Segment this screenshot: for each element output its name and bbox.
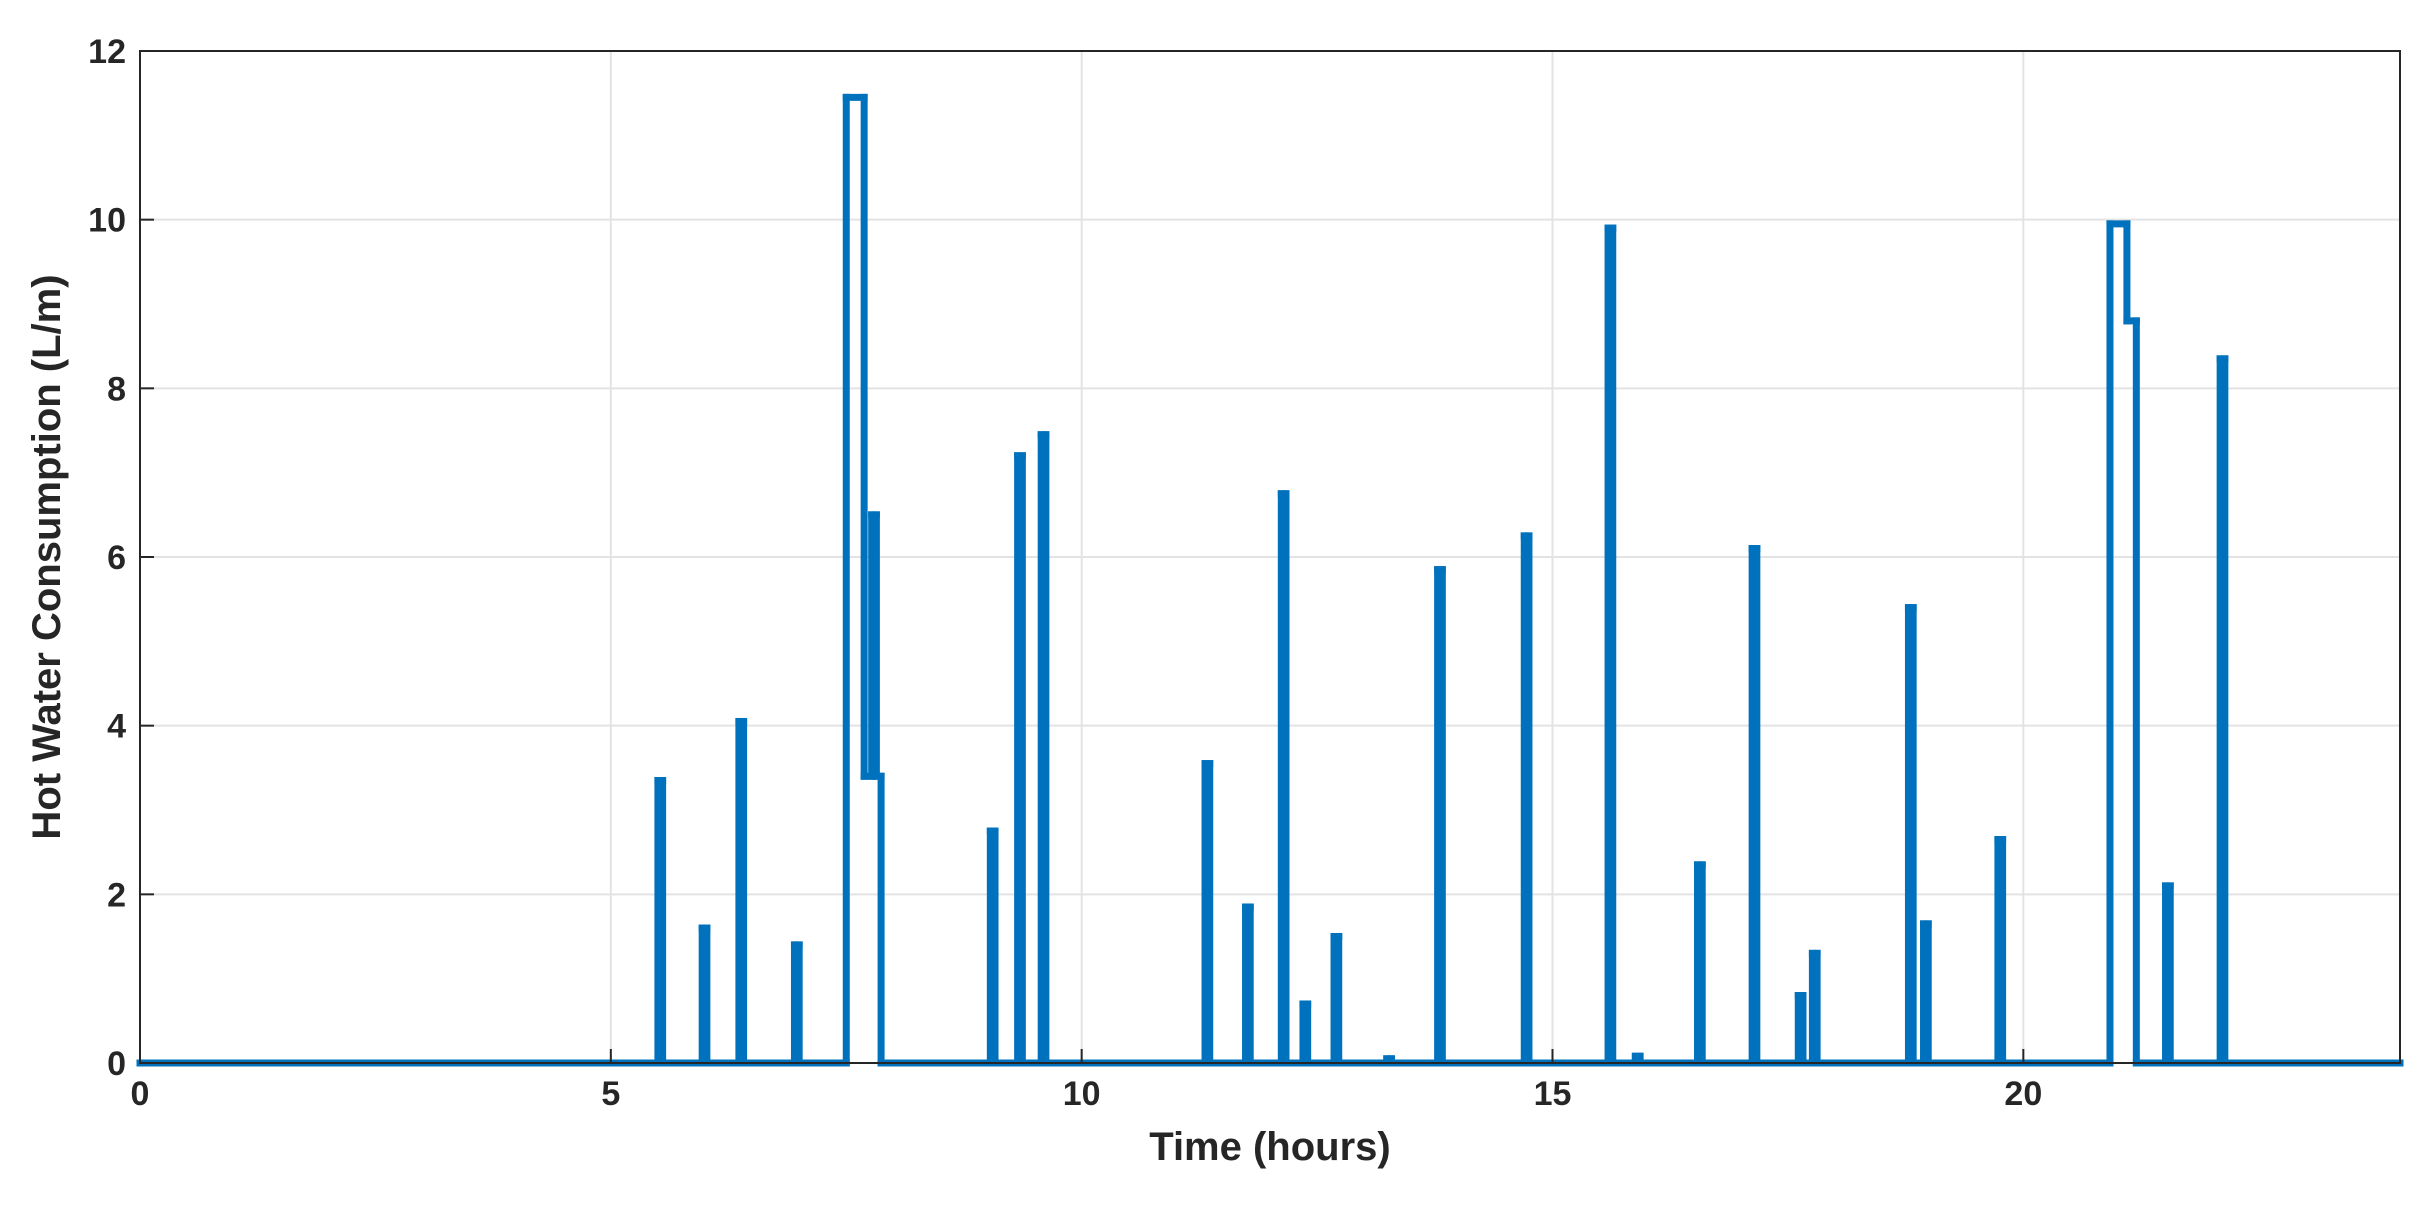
x-axis-label: Time (hours)	[1149, 1125, 1391, 1169]
y-tick-label: 4	[107, 708, 126, 746]
y-tick-label: 6	[107, 539, 126, 577]
y-tick-label: 0	[107, 1045, 126, 1083]
series	[136, 93, 2404, 1067]
x-tick-label: 20	[2004, 1075, 2042, 1113]
x-tick-label: 10	[1063, 1075, 1101, 1113]
y-tick-label: 12	[88, 33, 126, 71]
y-axis-label: Hot Water Consumption (L/m)	[25, 274, 69, 839]
y-tick-label: 10	[88, 202, 126, 240]
y-tick-label: 8	[107, 370, 126, 408]
x-tick-label: 0	[131, 1075, 150, 1113]
ticks: 0 5 10 15 20 0 2 4 6 8 10 12	[88, 33, 2042, 1113]
x-tick-label: 5	[601, 1075, 620, 1113]
x-tick-label: 15	[1534, 1075, 1572, 1113]
y-tick-label: 2	[107, 876, 126, 914]
grid	[139, 50, 2400, 1064]
